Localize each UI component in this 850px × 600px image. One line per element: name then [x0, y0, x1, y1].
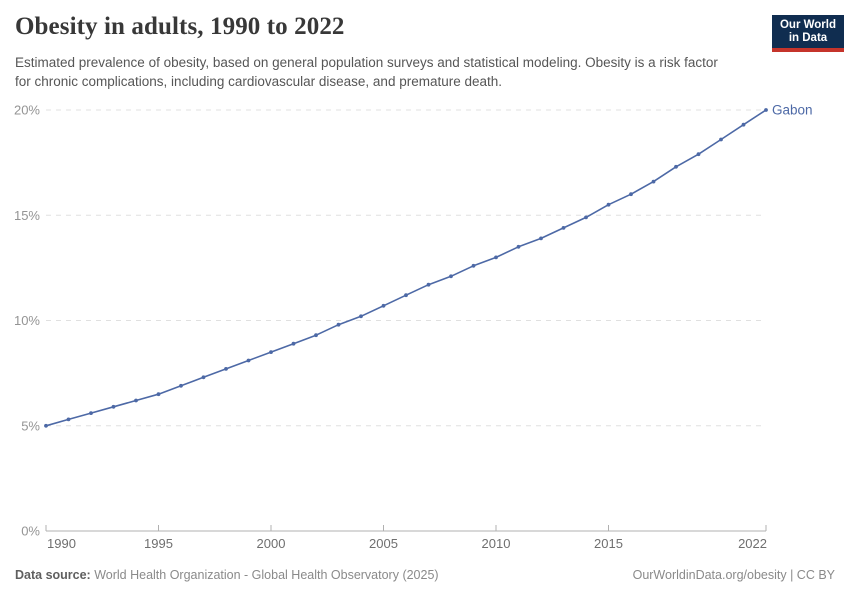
x-axis-tick-label: 2022 — [738, 536, 767, 551]
data-point[interactable] — [696, 152, 701, 157]
data-point[interactable] — [291, 341, 296, 346]
data-point[interactable] — [606, 202, 611, 207]
owid-logo-line1: Our World — [779, 18, 836, 31]
y-axis-tick-label: 10% — [14, 313, 40, 328]
data-point[interactable] — [764, 108, 768, 112]
data-source-text: World Health Organization - Global Healt… — [90, 568, 439, 582]
y-axis-tick-label: 20% — [14, 103, 40, 118]
data-source-label: Data source: — [15, 568, 91, 582]
data-point[interactable] — [539, 236, 543, 241]
owid-logo-line2: in Data — [788, 31, 828, 44]
data-point[interactable] — [381, 303, 386, 308]
x-axis-tick-label: 1995 — [144, 536, 173, 551]
x-axis-tick-label: 2010 — [482, 536, 511, 551]
data-point[interactable] — [651, 179, 656, 184]
x-axis-tick-label: 2000 — [257, 536, 286, 551]
data-point[interactable] — [134, 398, 138, 403]
data-point[interactable] — [719, 137, 723, 142]
data-point[interactable] — [359, 314, 363, 319]
y-axis-tick-label: 15% — [14, 208, 40, 223]
data-point[interactable] — [89, 411, 93, 415]
data-point[interactable] — [44, 423, 48, 428]
x-axis-tick-label: 2015 — [594, 536, 623, 551]
data-point[interactable] — [111, 404, 116, 409]
data-source-note: Data source: World Health Organization -… — [15, 568, 439, 582]
x-axis-tick-label: 1990 — [47, 536, 76, 551]
data-point[interactable] — [629, 192, 633, 197]
data-point[interactable] — [516, 244, 521, 249]
data-point[interactable] — [741, 122, 746, 127]
data-point[interactable] — [404, 293, 408, 298]
data-point[interactable] — [426, 282, 431, 287]
page-title: Obesity in adults, 1990 to 2022 — [15, 13, 345, 40]
credit-link[interactable]: OurWorldinData.org/obesity | CC BY — [632, 568, 835, 582]
data-point[interactable] — [449, 274, 453, 279]
data-point[interactable] — [179, 383, 183, 388]
x-axis-tick-label: 2005 — [369, 536, 398, 551]
series-label[interactable]: Gabon — [772, 103, 813, 118]
data-point[interactable] — [674, 164, 678, 169]
page-subtitle: Estimated prevalence of obesity, based o… — [15, 55, 718, 89]
data-point[interactable] — [561, 226, 566, 230]
data-point[interactable] — [584, 215, 588, 220]
y-axis-tick-label: 0% — [21, 524, 40, 539]
data-point[interactable] — [314, 333, 318, 338]
data-point[interactable] — [269, 350, 273, 354]
owid-logo[interactable]: Our World in Data — [772, 15, 844, 52]
data-point[interactable] — [201, 375, 206, 380]
data-point[interactable] — [494, 255, 498, 260]
data-point[interactable] — [336, 322, 341, 327]
data-point[interactable] — [66, 417, 71, 422]
y-axis-tick-label: 5% — [21, 418, 40, 433]
data-point[interactable] — [224, 367, 228, 371]
data-point[interactable] — [471, 263, 476, 268]
data-line[interactable] — [45, 109, 767, 427]
data-point[interactable] — [246, 358, 251, 363]
data-point[interactable] — [156, 392, 161, 397]
chart-footer: Data source: World Health Organization -… — [15, 568, 835, 582]
